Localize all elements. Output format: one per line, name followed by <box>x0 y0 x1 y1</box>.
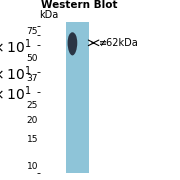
Text: kDa: kDa <box>40 10 59 20</box>
Bar <box>66 22 89 173</box>
Text: ≢62kDa: ≢62kDa <box>99 38 138 48</box>
Ellipse shape <box>68 32 77 55</box>
Text: Western Blot: Western Blot <box>41 0 118 10</box>
